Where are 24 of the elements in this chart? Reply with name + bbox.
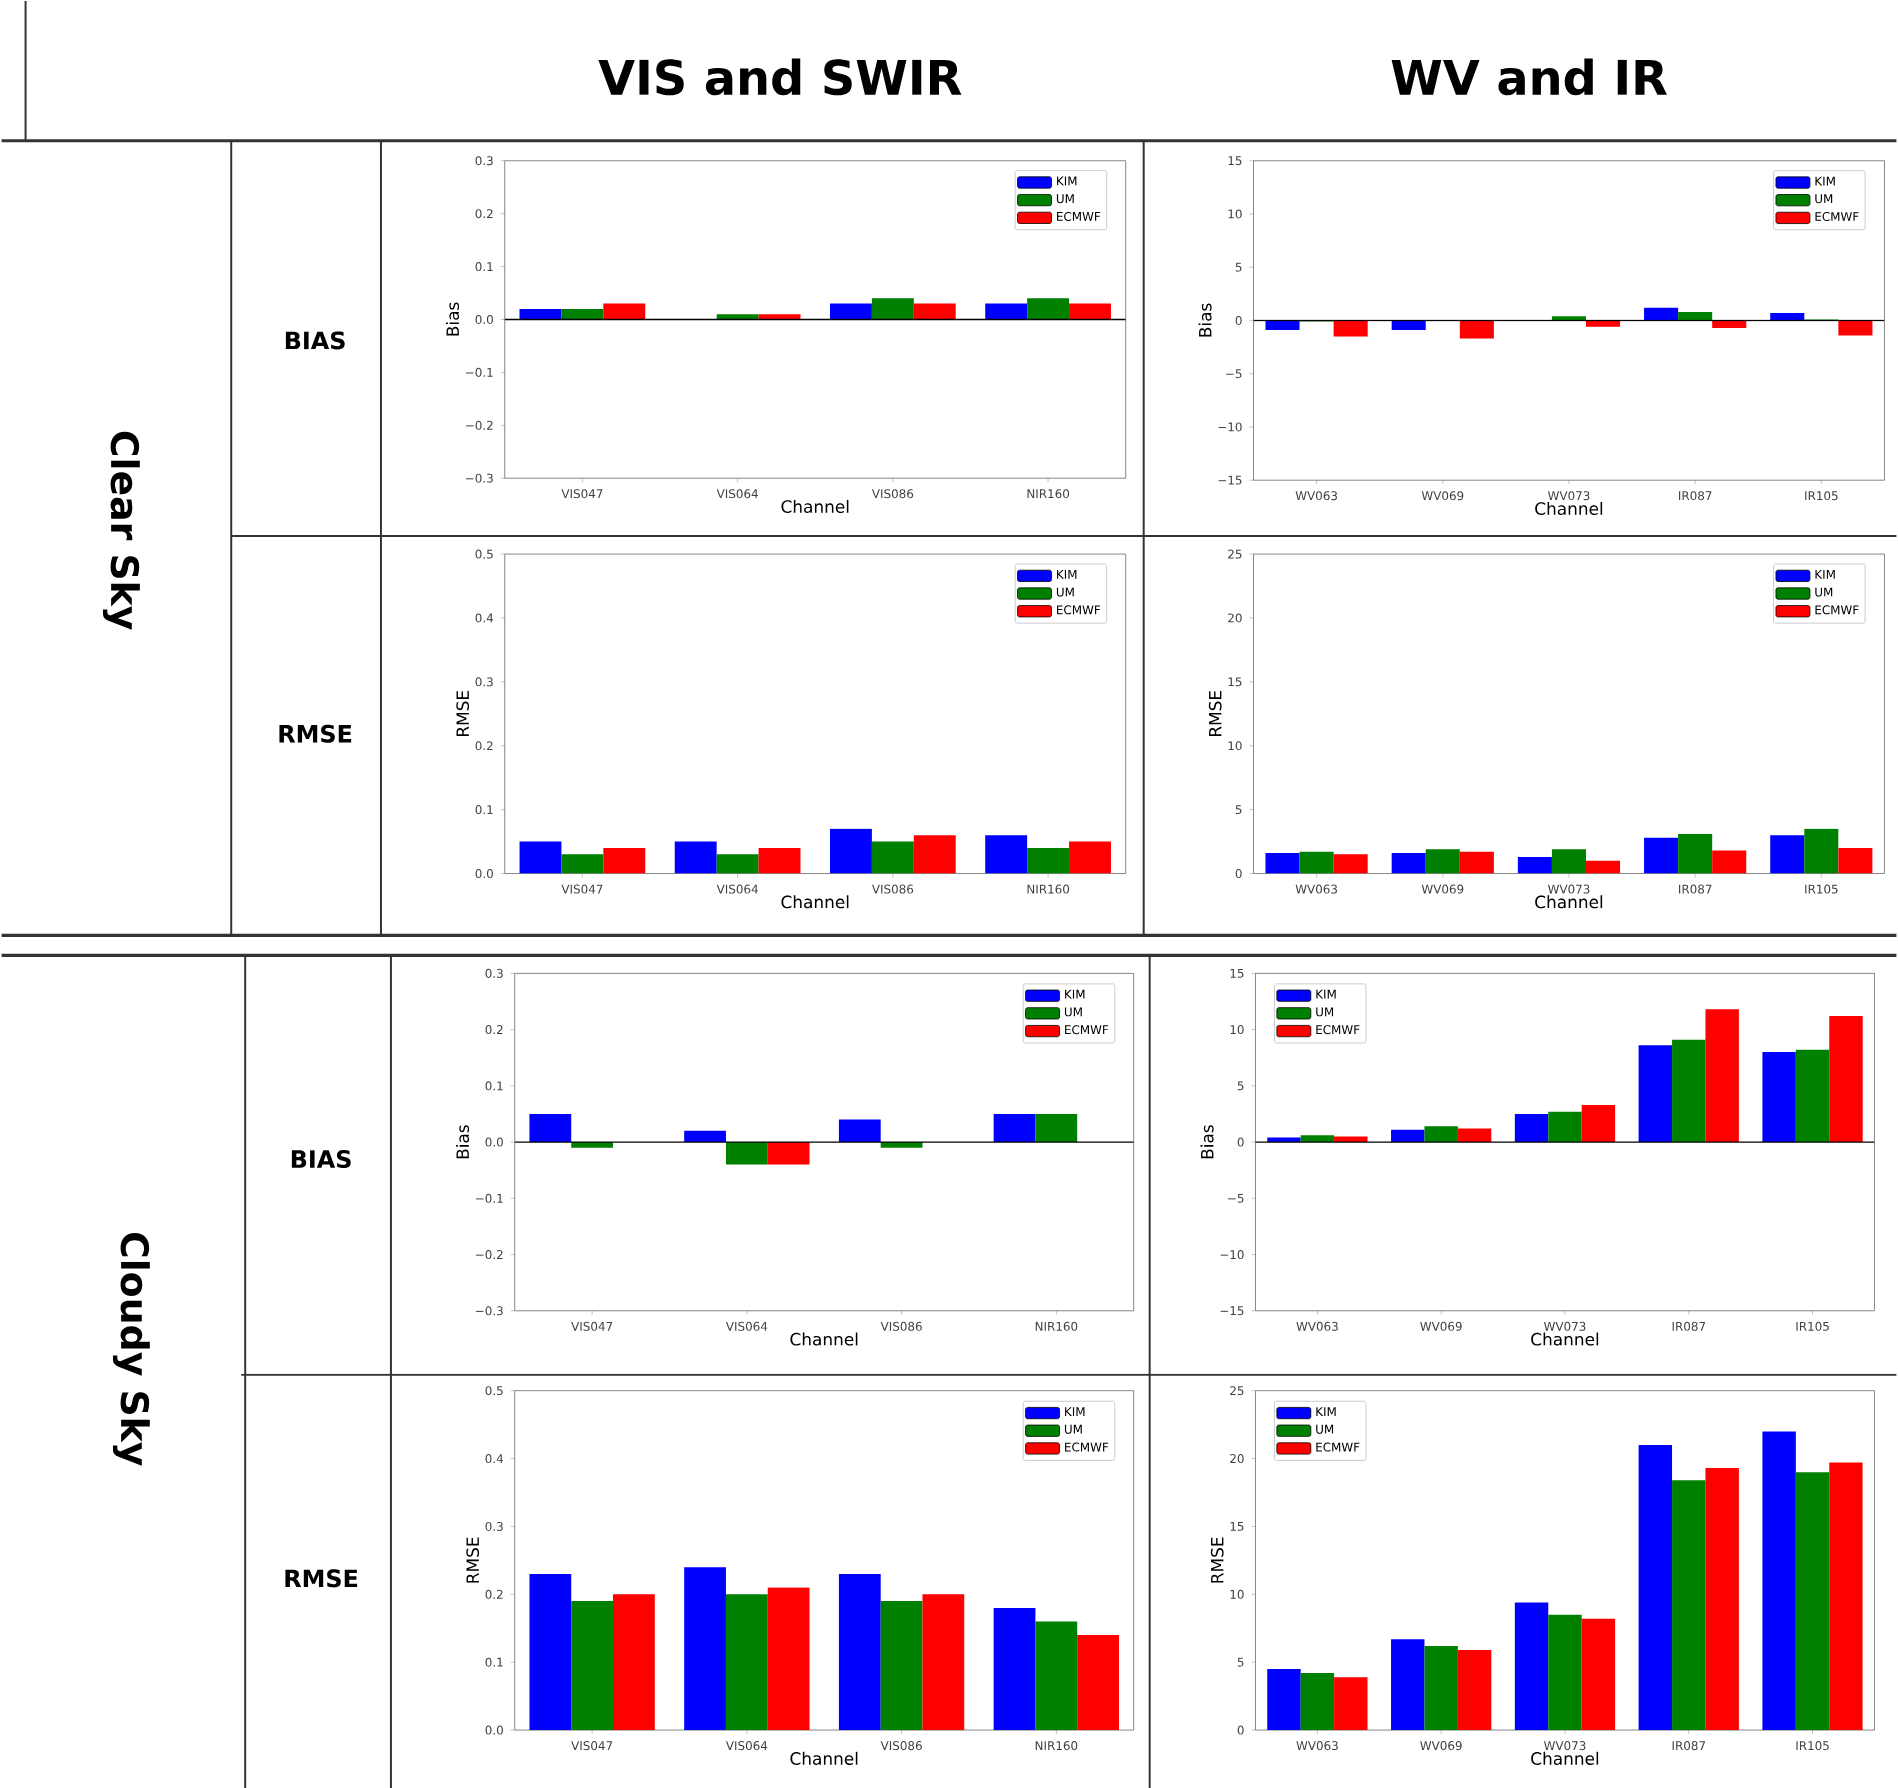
y-axis-title: RMSE [456,690,470,736]
text: BIAS [291,1149,351,1168]
text: BIAS [285,330,345,349]
x-axis-title: Channel [1531,1332,1599,1346]
x-axis-title: Channel [1535,894,1603,908]
y-axis-title: RMSE [1208,690,1222,736]
text: Clear Sky [102,431,140,630]
text: WV and IR [1391,57,1667,95]
y-axis-title: RMSE [466,1537,480,1583]
x-axis-title: Channel [790,1332,858,1346]
text: RMSE [285,1568,358,1587]
text: RMSE [279,724,352,743]
x-axis-title: Channel [1535,501,1603,515]
x-axis-title: Channel [790,1751,858,1765]
y-axis-title: Bias [455,1124,470,1158]
y-axis-title: RMSE [1210,1537,1224,1583]
y-axis-title: Bias [1200,1124,1214,1158]
text: Cloudy Sky [112,1232,150,1466]
x-axis-title: Channel [781,499,849,513]
x-axis-title: Channel [1531,1751,1599,1765]
text: VIS and SWIR [598,57,962,95]
y-axis-title: Bias [1198,303,1212,337]
x-axis-title: Channel [781,894,849,908]
y-axis-title: Bias [446,302,460,336]
